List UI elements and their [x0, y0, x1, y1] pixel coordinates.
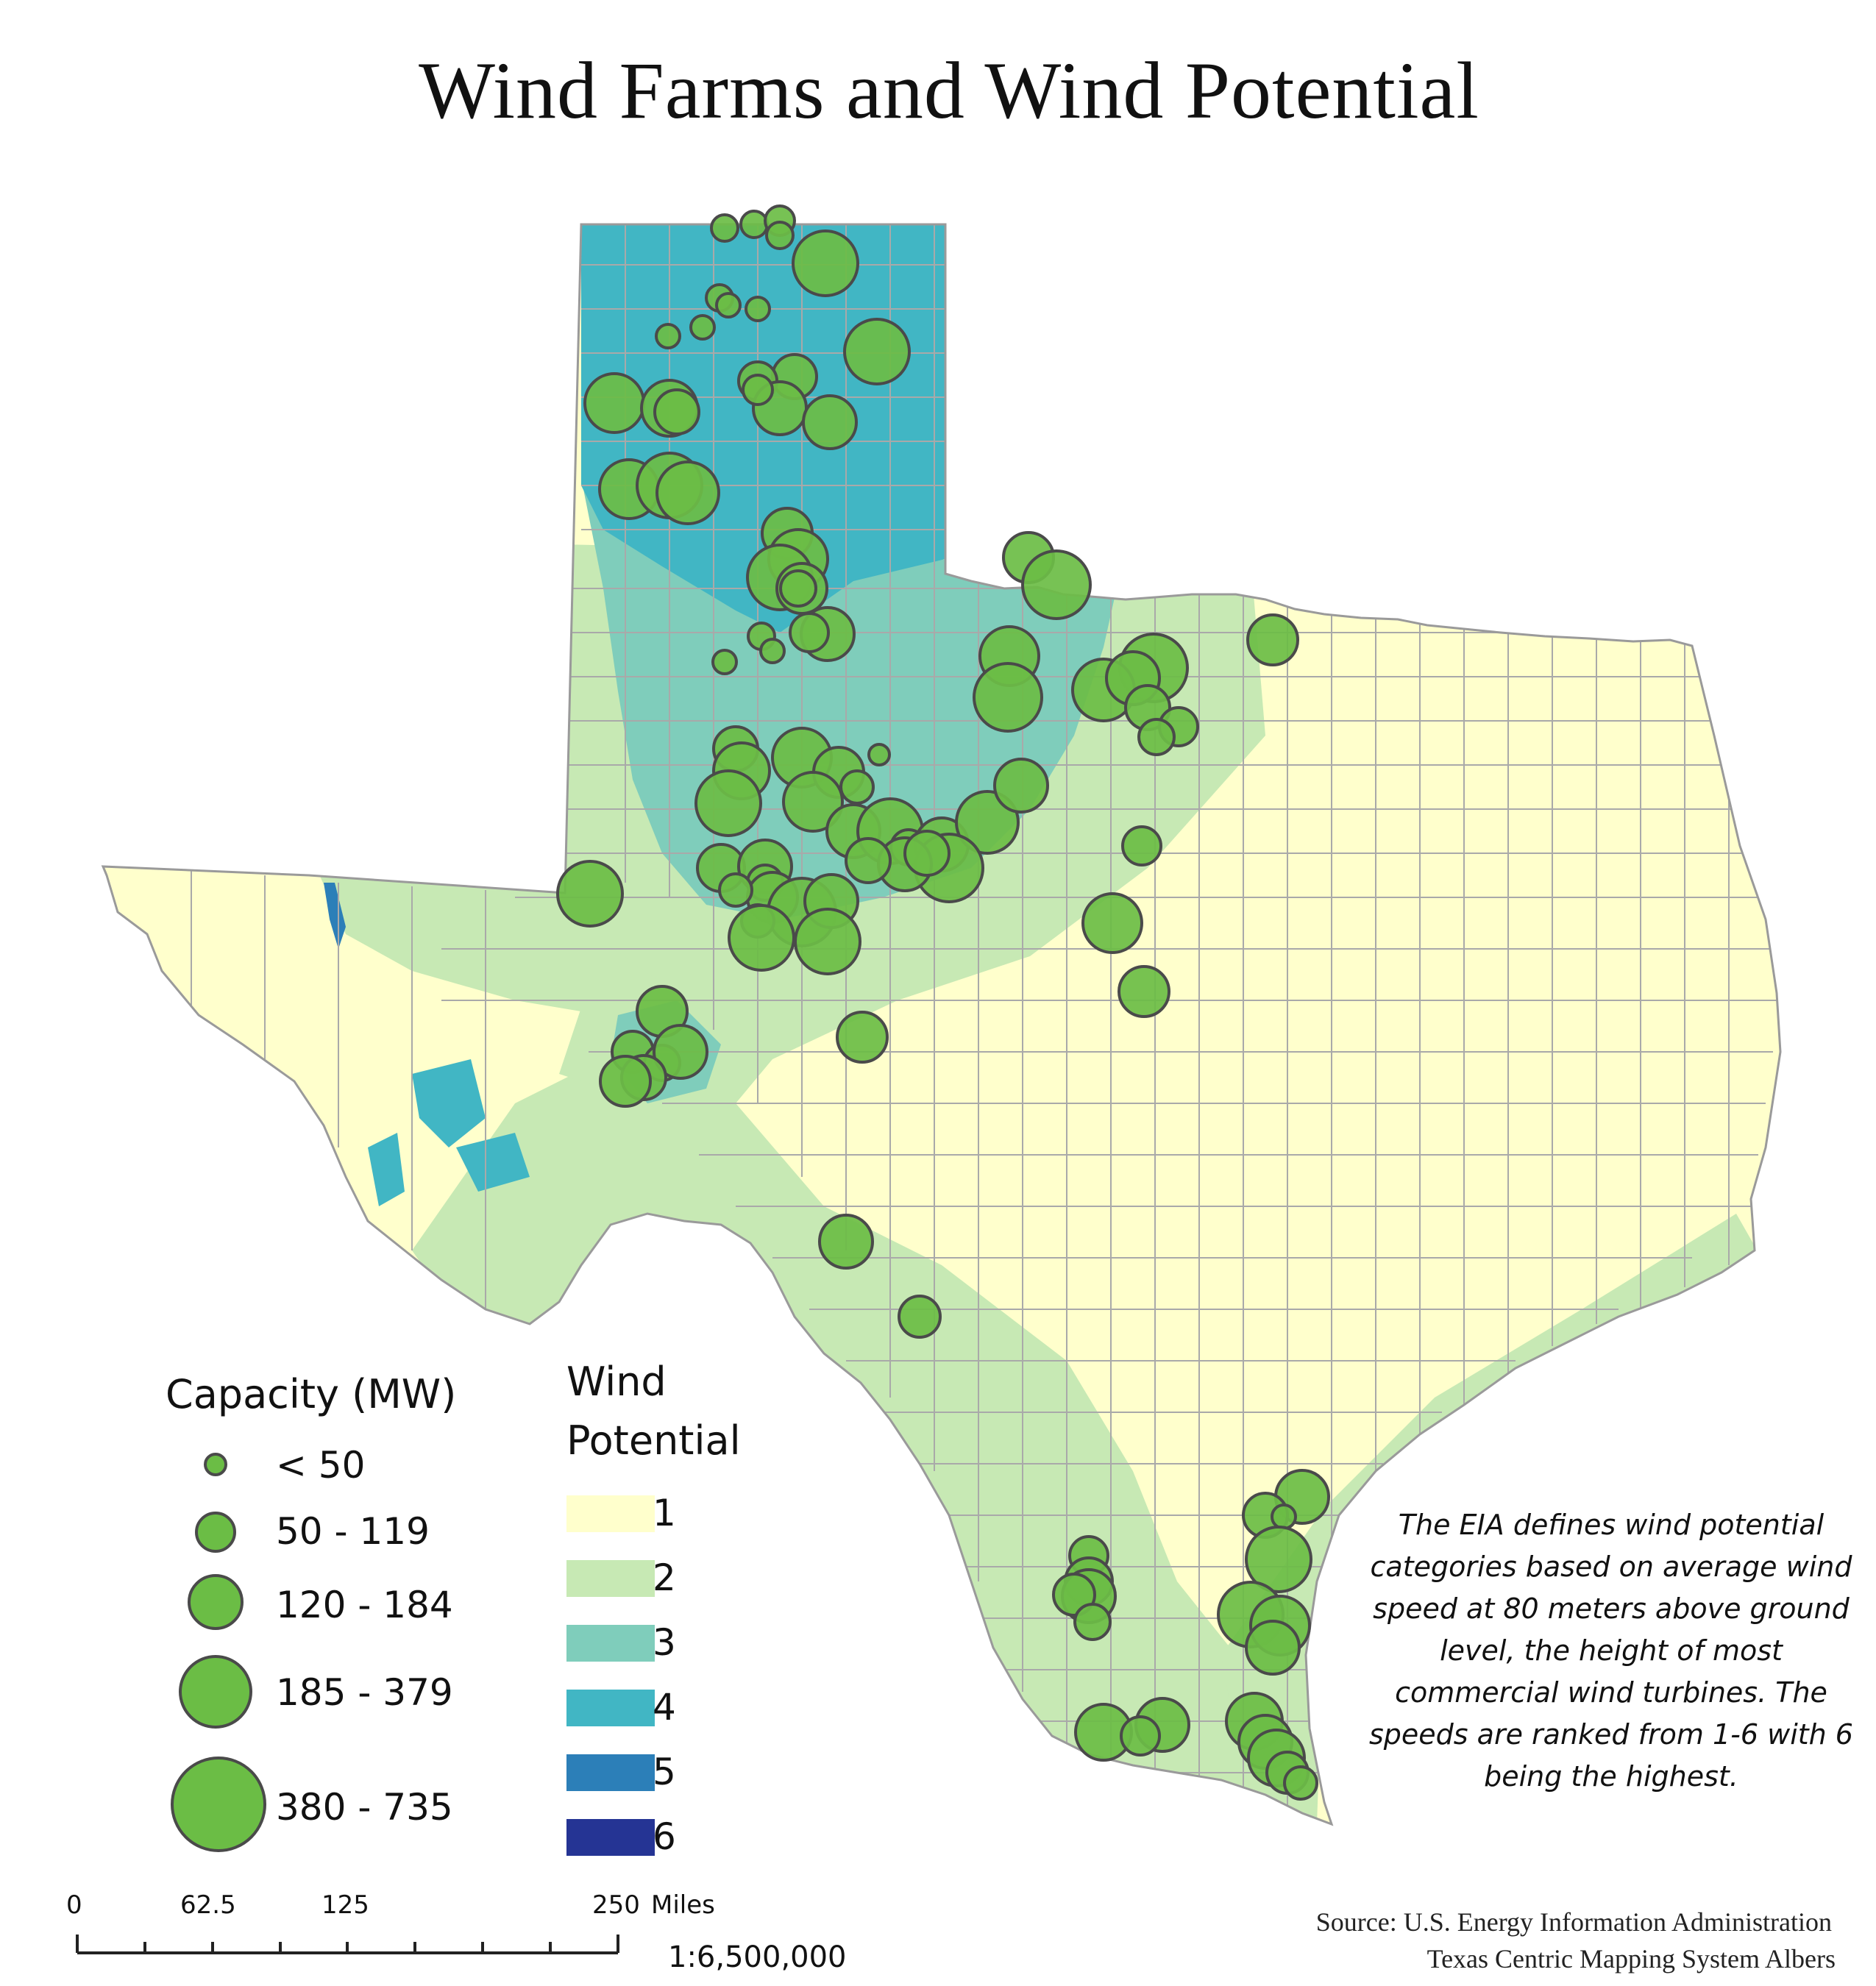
wind-farm-marker [715, 292, 742, 318]
capacity-key-symbol-4 [179, 1655, 252, 1729]
wind-farm-marker [1081, 892, 1143, 954]
wind-farm-marker [1120, 1715, 1161, 1757]
wind-farm-marker [710, 213, 739, 243]
wind-farm-marker [1021, 549, 1092, 620]
wind-farm-marker [903, 830, 951, 877]
wind-farm-marker [694, 769, 762, 837]
wind-farm-marker [689, 314, 716, 341]
potential-swatch-6 [566, 1819, 655, 1856]
wind-farm-marker [1137, 718, 1176, 756]
capacity-key-label-4: 185 - 379 [276, 1671, 453, 1714]
wind-farm-marker [973, 662, 1043, 733]
wind-farm-marker [765, 221, 795, 250]
scale-ratio: 1:6,500,000 [668, 1940, 847, 1974]
wind-farm-marker [802, 394, 858, 450]
wind-farm-marker [1245, 1526, 1312, 1593]
potential-label-4: 4 [653, 1686, 676, 1729]
wind-farm-marker [843, 318, 911, 385]
wind-farm-marker [728, 904, 795, 972]
wind-farm-marker [818, 1214, 874, 1270]
wind-farm-marker [1073, 1603, 1112, 1641]
capacity-key-label-3: 120 - 184 [276, 1584, 453, 1626]
wind-farm-marker [742, 374, 774, 406]
wind-farm-marker [655, 460, 720, 525]
potential-label-5: 5 [653, 1751, 676, 1793]
wind-farm-bubbles [556, 204, 1330, 1801]
capacity-legend-heading: Capacity (MW) [166, 1371, 457, 1417]
capacity-key-label-5: 380 - 735 [276, 1786, 453, 1829]
potential-label-6: 6 [653, 1815, 676, 1858]
capacity-key-symbol-3 [188, 1574, 244, 1630]
wind-farm-marker [839, 769, 875, 805]
potential-legend-heading-line2: Potential [566, 1417, 741, 1464]
scale-tick-62-5: 62.5 [180, 1890, 236, 1920]
wind-farm-marker [655, 323, 681, 349]
wind-farm-marker [794, 908, 861, 975]
texas-outline [101, 223, 1782, 1826]
wind-farm-marker [836, 1011, 889, 1064]
potential-swatch-2 [566, 1560, 655, 1597]
scale-tick-0: 0 [66, 1890, 82, 1920]
wind-farm-marker [653, 1024, 708, 1080]
wind-farm-marker [1118, 965, 1170, 1018]
potential-swatch-1 [566, 1495, 655, 1532]
capacity-key-label-2: 50 - 119 [276, 1510, 430, 1553]
wind-farm-marker [779, 569, 817, 608]
wind-farm-marker [993, 758, 1049, 814]
potential-swatch-5 [566, 1754, 655, 1791]
wind-farm-marker [955, 790, 1020, 855]
source-line-1: Source: U.S. Energy Information Administ… [1315, 1907, 1832, 1937]
explanatory-note: The EIA defines wind potential categorie… [1369, 1509, 1853, 1793]
scale-bar [76, 1935, 619, 1954]
wind-farm-marker [556, 860, 624, 928]
wind-farm-marker [653, 388, 700, 435]
potential-swatch-3 [566, 1625, 655, 1662]
wind-farm-marker [711, 649, 738, 675]
potential-label-1: 1 [653, 1492, 676, 1534]
wind-farm-marker [1245, 1620, 1301, 1676]
wind-farm-marker [867, 743, 891, 766]
wind-farm-marker [718, 872, 753, 908]
capacity-key-symbol-5 [171, 1757, 266, 1852]
wind-farm-marker [745, 296, 771, 322]
potential-label-2: 2 [653, 1556, 676, 1599]
wind-farm-marker [845, 837, 892, 884]
scale-tick-125: 125 [321, 1890, 369, 1920]
map-title: Wind Farms and Wind Potential [419, 46, 1479, 135]
potential-swatch-4 [566, 1690, 655, 1726]
source-line-2: Texas Centric Mapping System Albers [1426, 1944, 1836, 1973]
potential-legend-heading-line1: Wind [566, 1359, 667, 1405]
scale-unit: Miles [651, 1890, 715, 1920]
capacity-key-label-1: < 50 [276, 1444, 366, 1487]
wind-farm-marker [759, 638, 786, 664]
wind-farm-marker [1246, 613, 1299, 666]
wind-farm-marker [792, 229, 859, 297]
wind-farm-marker [789, 612, 830, 653]
wind-farm-marker [898, 1295, 942, 1339]
capacity-key-symbol-1 [204, 1453, 227, 1476]
wind-farm-marker [599, 1055, 652, 1108]
wind-farm-marker [782, 771, 844, 833]
potential-label-3: 3 [653, 1621, 676, 1664]
scale-tick-250: 250 [592, 1890, 640, 1920]
wind-farm-marker [739, 210, 769, 239]
wind-farm-marker [1283, 1765, 1318, 1801]
wind-farm-marker [1271, 1503, 1297, 1530]
wind-farm-marker [583, 372, 645, 434]
wind-farm-marker [1121, 825, 1162, 866]
capacity-key-symbol-2 [195, 1512, 236, 1553]
